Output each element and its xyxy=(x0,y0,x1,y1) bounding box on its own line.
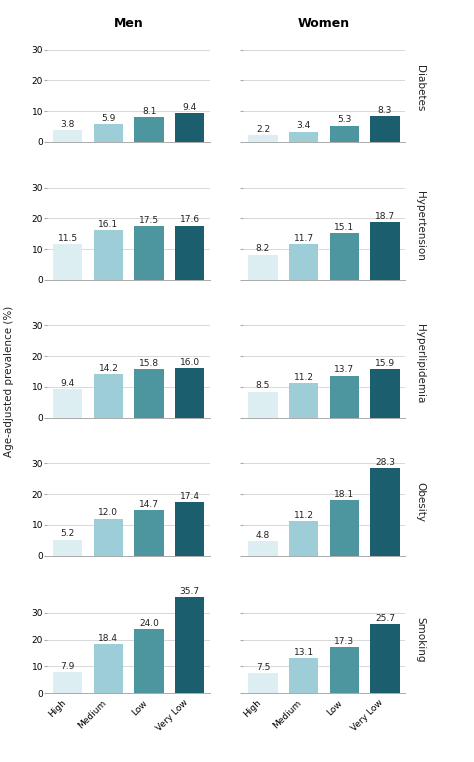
Text: 7.9: 7.9 xyxy=(61,662,75,671)
Text: 5.2: 5.2 xyxy=(61,530,75,538)
Text: 11.5: 11.5 xyxy=(58,234,78,243)
Text: 17.4: 17.4 xyxy=(180,491,200,501)
Bar xyxy=(135,369,164,418)
Bar xyxy=(94,230,123,280)
Bar xyxy=(53,389,82,418)
Text: 14.7: 14.7 xyxy=(139,500,159,509)
Text: 13.1: 13.1 xyxy=(293,648,314,657)
Text: Age-adjusted prevalence (%): Age-adjusted prevalence (%) xyxy=(4,306,15,456)
Text: 25.7: 25.7 xyxy=(375,614,395,623)
Text: 11.2: 11.2 xyxy=(293,373,314,382)
Text: 16.1: 16.1 xyxy=(98,220,118,229)
Bar xyxy=(94,124,123,142)
Text: 7.5: 7.5 xyxy=(256,663,270,672)
Text: Smoking: Smoking xyxy=(415,616,425,662)
Text: 2.2: 2.2 xyxy=(256,125,270,134)
Text: 17.3: 17.3 xyxy=(334,637,355,645)
Text: 18.4: 18.4 xyxy=(99,634,118,643)
Text: 3.4: 3.4 xyxy=(296,121,311,130)
Bar xyxy=(248,541,278,555)
Bar xyxy=(289,244,318,280)
Text: 11.2: 11.2 xyxy=(293,511,314,520)
Text: 13.7: 13.7 xyxy=(334,365,355,374)
Bar xyxy=(175,502,204,555)
Text: 9.4: 9.4 xyxy=(61,379,75,388)
Text: Obesity: Obesity xyxy=(415,482,425,522)
Bar xyxy=(370,117,400,142)
Text: 8.2: 8.2 xyxy=(256,245,270,254)
Text: 15.8: 15.8 xyxy=(139,359,159,368)
Text: 9.4: 9.4 xyxy=(182,103,197,112)
Bar xyxy=(248,673,278,693)
Bar xyxy=(329,233,359,280)
Text: 3.8: 3.8 xyxy=(61,120,75,129)
Bar xyxy=(248,135,278,142)
Bar xyxy=(175,226,204,280)
Bar xyxy=(175,597,204,693)
Text: 11.7: 11.7 xyxy=(293,234,314,242)
Bar xyxy=(53,539,82,555)
Text: 8.5: 8.5 xyxy=(256,381,270,390)
Bar xyxy=(53,245,82,280)
Text: 5.9: 5.9 xyxy=(101,114,116,123)
Bar xyxy=(248,255,278,280)
Bar xyxy=(289,383,318,418)
Bar xyxy=(175,369,204,418)
Text: Hypertension: Hypertension xyxy=(415,191,425,261)
Bar xyxy=(289,521,318,555)
Bar xyxy=(370,469,400,555)
Text: 8.1: 8.1 xyxy=(142,107,156,116)
Bar xyxy=(94,374,123,418)
Bar xyxy=(289,658,318,693)
Bar xyxy=(329,126,359,142)
Text: 15.1: 15.1 xyxy=(334,223,355,232)
Bar xyxy=(289,132,318,142)
Bar xyxy=(329,376,359,418)
Text: 14.2: 14.2 xyxy=(99,363,118,373)
Bar xyxy=(53,672,82,693)
Bar xyxy=(53,130,82,142)
Bar xyxy=(370,223,400,280)
Bar xyxy=(329,647,359,693)
Bar xyxy=(94,644,123,693)
Text: Diabetes: Diabetes xyxy=(415,65,425,111)
Title: Men: Men xyxy=(114,18,144,30)
Text: 17.6: 17.6 xyxy=(180,216,200,225)
Bar xyxy=(175,113,204,142)
Text: 12.0: 12.0 xyxy=(99,508,118,517)
Bar xyxy=(135,226,164,280)
Text: 17.5: 17.5 xyxy=(139,216,159,225)
Text: 5.3: 5.3 xyxy=(337,116,351,124)
Text: 28.3: 28.3 xyxy=(375,458,395,467)
Text: 8.3: 8.3 xyxy=(378,106,392,115)
Text: 18.1: 18.1 xyxy=(334,490,355,498)
Text: 35.7: 35.7 xyxy=(180,588,200,596)
Bar xyxy=(135,117,164,142)
Text: 18.7: 18.7 xyxy=(375,212,395,221)
Title: Women: Women xyxy=(298,18,350,30)
Bar xyxy=(370,369,400,418)
Bar xyxy=(370,624,400,693)
Text: 16.0: 16.0 xyxy=(180,358,200,367)
Bar xyxy=(94,519,123,555)
Bar xyxy=(135,511,164,555)
Text: 4.8: 4.8 xyxy=(256,530,270,539)
Bar xyxy=(248,392,278,418)
Text: 24.0: 24.0 xyxy=(139,619,159,628)
Bar xyxy=(329,500,359,555)
Text: Hyperlipidemia: Hyperlipidemia xyxy=(415,324,425,404)
Bar xyxy=(135,629,164,693)
Text: 15.9: 15.9 xyxy=(375,359,395,367)
